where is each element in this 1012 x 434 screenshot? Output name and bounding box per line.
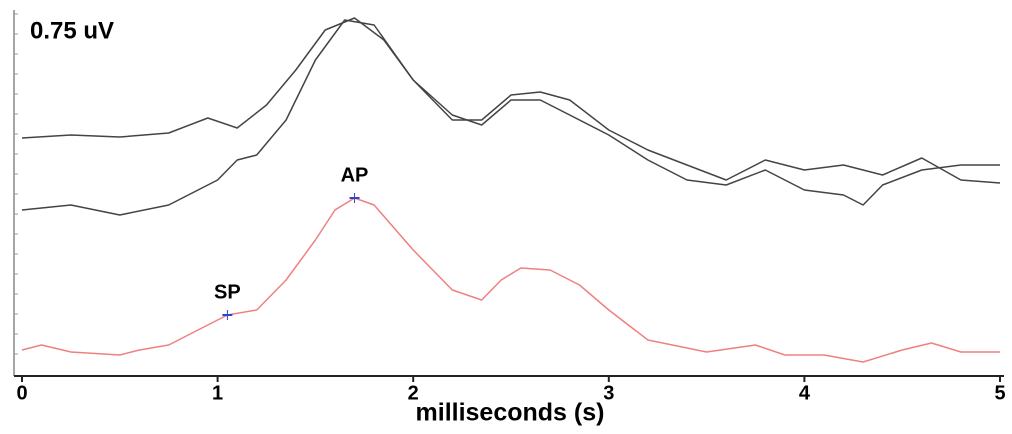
x-tick-label: 5 — [994, 382, 1005, 404]
scale-label: 0.75 uV — [30, 17, 114, 44]
x-tick-label: 0 — [16, 382, 27, 404]
peak-label: SP — [214, 281, 241, 303]
x-tick-label: 2 — [408, 382, 419, 404]
trace — [21, 17, 1001, 184]
x-tick-label: 1 — [212, 382, 223, 404]
x-tick-label: 4 — [799, 382, 811, 404]
trace — [21, 19, 1000, 216]
x-axis-label: milliseconds (s) — [416, 399, 605, 427]
peak-label: AP — [341, 164, 369, 186]
trace — [21, 197, 1000, 363]
x-tick-label: 3 — [603, 382, 614, 404]
